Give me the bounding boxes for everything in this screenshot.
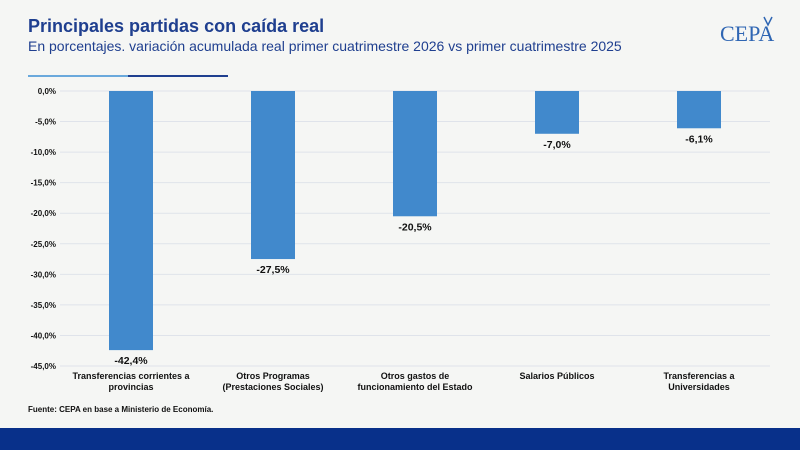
bar-chart: 0,0% -5,0% -10,0% -15,0% -20,0% -25,0% -30,0% -… xyxy=(31,87,770,392)
chart-title: Principales partidas con caída real xyxy=(28,16,325,36)
y-tick-label: -20,0% xyxy=(31,209,56,218)
x-category-label: Universidades xyxy=(668,382,730,392)
bar xyxy=(535,91,579,134)
header-rule-dark xyxy=(128,75,228,77)
bar-value-label: -6,1% xyxy=(685,133,713,145)
cepa-logo: CEPA xyxy=(720,16,774,46)
y-tick-label: -25,0% xyxy=(31,240,56,249)
x-category-label: funcionamiento del Estado xyxy=(357,382,473,392)
logo-mark-icon xyxy=(763,16,773,27)
y-tick-label: -45,0% xyxy=(31,362,56,371)
footer-band xyxy=(0,428,800,450)
bar xyxy=(677,91,721,129)
x-category-label: Salarios Públicos xyxy=(519,371,594,381)
x-category-label: Otros gastos de xyxy=(381,371,450,381)
y-tick-label: -5,0% xyxy=(35,118,56,127)
bar-value-label: -7,0% xyxy=(543,139,571,151)
x-category-label: Transferencias a xyxy=(663,371,735,381)
cepa-logo-text: CEPA xyxy=(720,21,774,46)
bar xyxy=(109,91,153,351)
x-category-label: provincias xyxy=(108,382,153,392)
y-tick-label: -35,0% xyxy=(31,301,56,310)
source-note: Fuente: CEPA en base a Ministerio de Eco… xyxy=(28,405,214,414)
x-category-label: (Prestaciones Sociales) xyxy=(222,382,323,392)
bar-value-label: -20,5% xyxy=(398,221,432,233)
bar xyxy=(393,91,437,217)
y-tick-label: -15,0% xyxy=(31,179,56,188)
x-category-label: Transferencias corrientes a xyxy=(72,371,190,381)
y-tick-label: -30,0% xyxy=(31,270,56,279)
x-category-label: Otros Programas xyxy=(236,371,310,381)
y-tick-label: -10,0% xyxy=(31,148,56,157)
bar-value-label: -27,5% xyxy=(256,264,290,276)
y-tick-label: 0,0% xyxy=(38,87,56,96)
header-rule-light xyxy=(28,75,128,77)
bar-value-label: -42,4% xyxy=(114,355,148,367)
bar xyxy=(251,91,295,260)
chart-subtitle: En porcentajes. variación acumulada real… xyxy=(28,38,622,54)
y-tick-label: -40,0% xyxy=(31,331,56,340)
